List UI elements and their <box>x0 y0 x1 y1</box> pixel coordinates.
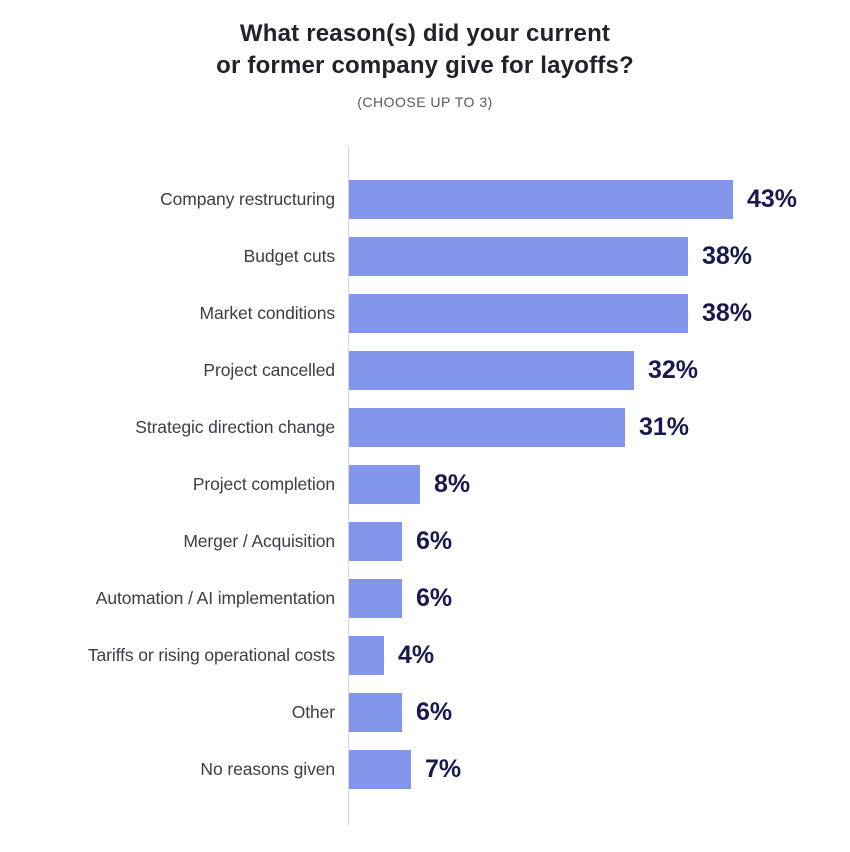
category-label: Automation / AI implementation <box>95 587 335 608</box>
value-label: 43% <box>747 184 798 213</box>
category-label: Other <box>291 701 335 722</box>
bar-row: Project completion 8% <box>0 456 850 513</box>
bar <box>348 692 402 732</box>
category-label: Budget cuts <box>243 245 335 266</box>
value-label: 32% <box>648 355 699 384</box>
chart-header: What reason(s) did your current or forme… <box>0 0 850 110</box>
value-label: 8% <box>434 469 471 498</box>
bar <box>348 464 420 504</box>
bar <box>348 635 384 675</box>
category-label: Company restructuring <box>160 188 335 209</box>
bar-row: Company restructuring 43% <box>0 171 850 228</box>
value-label: 38% <box>702 298 753 327</box>
bar <box>348 350 634 390</box>
value-label: 31% <box>639 412 690 441</box>
bar <box>348 521 402 561</box>
bar <box>348 179 733 219</box>
value-label: 6% <box>416 526 453 555</box>
bar <box>348 236 688 276</box>
chart-subtitle: (CHOOSE UP TO 3) <box>357 93 493 110</box>
bar-row: Tariffs or rising operational costs 4% <box>0 627 850 684</box>
category-label: No reasons given <box>200 758 335 779</box>
bar <box>348 578 402 618</box>
value-label: 4% <box>398 640 435 669</box>
bar-row: Merger / Acquisition 6% <box>0 513 850 570</box>
bar <box>348 749 411 789</box>
category-label: Merger / Acquisition <box>183 530 335 551</box>
bar-row: Automation / AI implementation 6% <box>0 570 850 627</box>
bar <box>348 293 688 333</box>
bar <box>348 407 625 447</box>
value-label: 6% <box>416 583 453 612</box>
value-label: 38% <box>702 241 753 270</box>
category-label: Project completion <box>192 473 335 494</box>
chart-title: What reason(s) did your current or forme… <box>0 18 850 83</box>
y-axis-line <box>348 145 349 826</box>
bar-row: Budget cuts 38% <box>0 228 850 285</box>
category-label: Market conditions <box>199 302 336 323</box>
bar-rows: Company restructuring 43% Budget cuts 38% Ma… <box>0 171 850 798</box>
chart-plot-area: Company restructuring 43% Budget cuts 38% Ma… <box>0 145 850 826</box>
bar-row: Other 6% <box>0 684 850 741</box>
bar-row: Market conditions 38% <box>0 285 850 342</box>
chart-title-line-1: What reason(s) did your current <box>239 20 611 47</box>
bar-row: No reasons given 7% <box>0 741 850 798</box>
category-label: Project cancelled <box>203 359 335 380</box>
category-label: Tariffs or rising operational costs <box>87 644 335 665</box>
chart-title-line-2: or former company give for layoffs? <box>216 52 634 80</box>
value-label: 6% <box>416 697 453 726</box>
category-label: Strategic direction change <box>135 416 335 437</box>
bar-row: Strategic direction change 31% <box>0 399 850 456</box>
bar-row: Project cancelled 32% <box>0 342 850 399</box>
value-label: 7% <box>425 754 462 783</box>
